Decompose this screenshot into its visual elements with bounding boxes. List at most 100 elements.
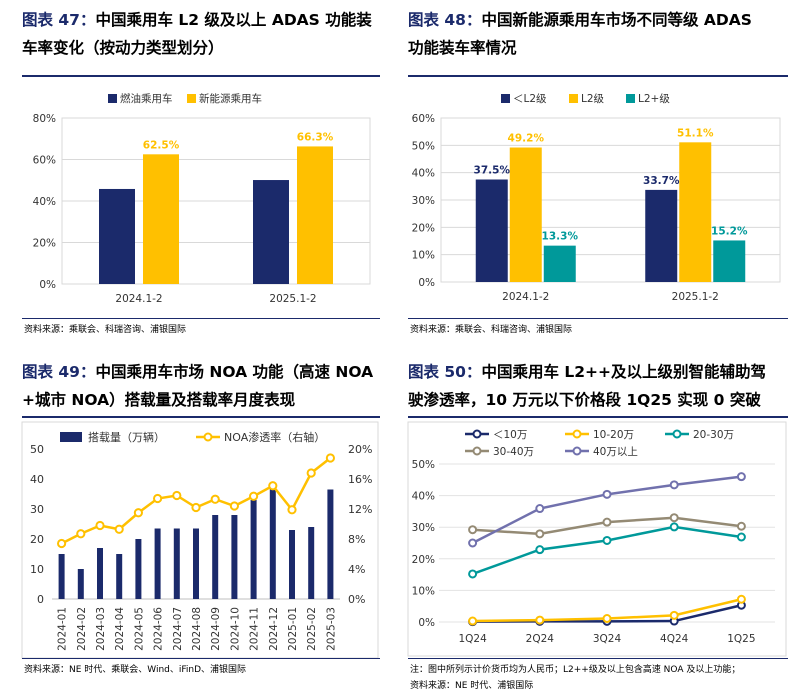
- chart1-bar: [297, 146, 333, 284]
- chart2-source: 资料来源：乘联会、科瑞咨询、浦银国际: [410, 325, 573, 335]
- chart3-ytick-label: 50: [30, 443, 44, 456]
- chart1-plot: 0% 20% 40% 60% 80% 燃油乘用车 新能源乘用车 2024.1-2 62.5% 20…: [33, 92, 371, 305]
- chart2-legend-label: ＜L2级: [513, 93, 547, 105]
- chart3-bar: [308, 527, 315, 599]
- chart1-title: 图表 47：中国乘用车 L2 级及以上 ADAS 功能装 车率变化（按动力类型划…: [22, 6, 372, 62]
- chart1-legend-swatch: [187, 94, 196, 103]
- chart2-bar: [543, 245, 576, 282]
- chart3-source: 资料来源：NE 时代、乘联会、Wind、iFinD、浦银国际: [24, 665, 247, 675]
- chart1-xtick-label: 2025.1-2: [269, 293, 316, 305]
- chart1-legend-label: 燃油乘用车: [120, 92, 173, 105]
- chart1-legend-swatch: [108, 94, 117, 103]
- chart2-ytick-label: 10%: [412, 250, 435, 262]
- chart1-data-label: 62.5%: [143, 139, 180, 151]
- chart2-top-divider: [408, 75, 788, 77]
- chart3-bar: [97, 548, 103, 599]
- chart4-line-point: [535, 529, 545, 539]
- chart2-bar: [645, 189, 678, 282]
- chart4-legend-marker: [472, 446, 482, 456]
- chart4-top-divider: [408, 416, 788, 418]
- chart2-ytick-label: 20%: [412, 222, 435, 234]
- chart4-ytick-label: 30%: [412, 522, 435, 534]
- chart2-legend-swatch: [501, 94, 510, 103]
- chart4-ytick-label: 0%: [418, 617, 435, 629]
- chart3-line-point: [191, 502, 201, 513]
- chart4-line-point: [535, 504, 545, 514]
- chart3-bar: [231, 515, 238, 599]
- chart3-bar: [77, 569, 84, 599]
- chart3-bar: [154, 528, 161, 599]
- chart4-ytick-label: 10%: [412, 585, 435, 597]
- chart4-line-point: [602, 489, 612, 499]
- chart2-legend-label: L2级: [581, 93, 605, 105]
- chart2-title-line1: 中国新能源乘用车市场不同等级 ADAS: [481, 11, 752, 29]
- chart2-ytick-label: 0%: [418, 277, 435, 289]
- chart3-xtick-label: 2025-03: [325, 607, 337, 651]
- chart3-y2tick-label: 20%: [348, 443, 372, 456]
- chart3-legend-line-label: NOA渗透率（右轴）: [224, 430, 325, 444]
- chart1-bar: [99, 188, 135, 284]
- chart3-xtick-label: 2025-02: [306, 607, 318, 651]
- chart3-title-line1: 中国乘用车市场 NOA 功能（高速 NOA: [95, 363, 374, 381]
- chart1-ytick-label: 20%: [33, 238, 56, 250]
- chart2-data-label: 49.2%: [508, 133, 545, 145]
- chart4-line-point: [669, 480, 679, 490]
- chart3-xtick-label: 2024-12: [268, 607, 280, 651]
- chart1-bottom-divider: [22, 318, 380, 319]
- chart4-legend-marker: [472, 429, 482, 439]
- chart2-xtick-label: 2024.1-2: [502, 291, 549, 303]
- chart3-bar: [116, 554, 123, 599]
- chart3-line-point: [249, 491, 259, 501]
- chart1-top-divider: [22, 75, 380, 77]
- chart3-bar: [289, 530, 295, 599]
- chart4-line-point: [602, 517, 612, 527]
- chart4-legend-label: 40万以上: [593, 446, 638, 458]
- chart3-line-point: [229, 501, 239, 511]
- chart2-bottom-divider: [408, 318, 788, 319]
- chart4-xtick-label: 3Q24: [593, 633, 622, 645]
- chart2-ytick-label: 40%: [412, 168, 435, 180]
- chart2-data-label: 37.5%: [474, 165, 511, 177]
- chart4-title: 图表 50：中国乘用车 L2++及以上级别智能辅助驾 驶渗透率，10 万元以下价…: [408, 358, 766, 414]
- chart3-line-point: [172, 490, 182, 501]
- chart3-xtick-label: 2024-11: [249, 607, 261, 651]
- chart4-line-series: [472, 525, 742, 576]
- chart1-title-line1: 中国乘用车 L2 级及以上 ADAS 功能装: [95, 11, 372, 29]
- chart3-line-point: [133, 508, 144, 518]
- chart4-legend-label: 30-40万: [493, 446, 534, 458]
- chart3-line-point: [57, 538, 67, 549]
- chart3-xtick-label: 2024-04: [114, 607, 126, 651]
- chart3-legend-line-marker: [203, 432, 213, 442]
- chart4-legend-marker: [572, 429, 582, 439]
- chart4-legend-label: 20-30万: [693, 429, 734, 441]
- chart3-xtick-label: 2025-01: [287, 607, 299, 651]
- chart3-xtick-label: 2024-03: [95, 607, 107, 651]
- chart3-bottom-divider: [22, 658, 380, 659]
- chart3-bar: [58, 554, 65, 599]
- chart3-xtick-label: 2024-05: [133, 607, 145, 651]
- chart3-xtick-label: 2024-09: [210, 607, 222, 651]
- chart4-title-line2: 驶渗透率，10 万元以下价格段 1Q25 实现 0 突破: [408, 391, 761, 409]
- chart4-ytick-label: 20%: [412, 554, 435, 566]
- chart3-bar: [173, 528, 180, 599]
- chart4-line-point: [736, 521, 746, 531]
- chart1-title-label: 图表 47：: [22, 11, 96, 29]
- chart2-bar: [509, 147, 542, 282]
- chart2-ytick-label: 50%: [412, 140, 435, 152]
- chart3-bar: [327, 489, 334, 599]
- chart4-line-point: [468, 569, 478, 579]
- chart4-line-point: [535, 545, 545, 555]
- chart3-line-point: [210, 494, 220, 504]
- chart2-bar: [713, 240, 746, 282]
- chart4-legend-marker: [672, 429, 682, 439]
- chart1-xtick-label: 2024.1-2: [115, 293, 162, 305]
- chart2-title: 图表 48：中国新能源乘用车市场不同等级 ADAS 功能装车率情况: [408, 6, 752, 62]
- chart3-xtick-label: 2024-10: [229, 607, 241, 651]
- chart3-ytick-label: 10: [30, 563, 44, 576]
- chart4-xtick-label: 4Q24: [660, 633, 689, 645]
- chart2-xtick-label: 2025.1-2: [672, 291, 719, 303]
- chart2-data-label: 51.1%: [677, 127, 714, 139]
- chart3-xtick-label: 2024-02: [76, 607, 88, 651]
- chart2-title-line2: 功能装车率情况: [408, 39, 517, 57]
- chart4-line-point: [736, 472, 746, 482]
